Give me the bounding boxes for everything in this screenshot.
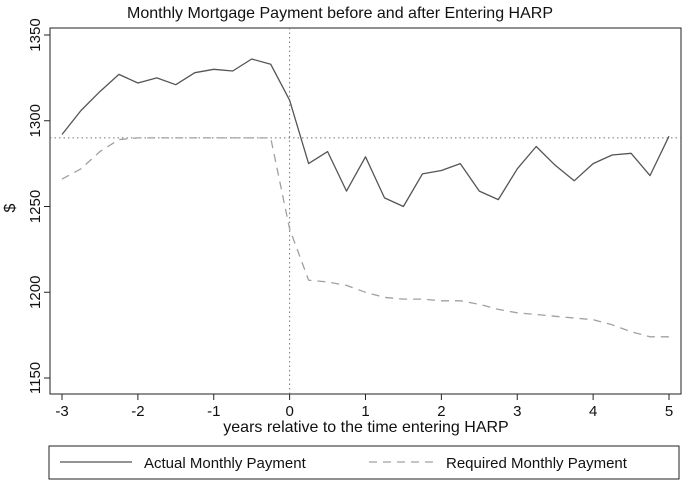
y-axis: 1150 1200 1250 1300 1350: [27, 18, 50, 394]
legend-label-actual: Actual Monthly Payment: [144, 455, 307, 472]
plot-area: [49, 27, 682, 395]
x-tick-label: 2: [437, 403, 445, 420]
x-tick-label: -3: [55, 403, 68, 420]
x-tick-label: -1: [207, 403, 220, 420]
y-tick-label: 1150: [27, 362, 44, 394]
y-axis-label: $: [2, 203, 19, 212]
x-tick-label: 4: [589, 403, 597, 420]
y-tick-label: 1200: [27, 276, 44, 309]
legend: Actual Monthly Payment Required Monthly …: [48, 445, 680, 480]
x-axis-label: years relative to the time entering HARP: [223, 419, 508, 436]
legend-label-required: Required Monthly Payment: [446, 455, 628, 472]
y-tick-label: 1350: [27, 18, 44, 51]
x-tick-label: 0: [285, 403, 293, 420]
x-tick-label: 3: [513, 403, 521, 420]
x-axis: -3 -2 -1 0 1 2 3 4 5: [55, 394, 673, 420]
x-tick-label: 5: [665, 403, 673, 420]
series-layer: [61, 58, 670, 338]
plot-frame: [49, 27, 682, 395]
x-tick-label: 1: [361, 403, 369, 420]
chart-title: Monthly Mortgage Payment before and afte…: [127, 5, 553, 22]
x-tick-label: -2: [131, 403, 144, 420]
series-line-required: [61, 137, 669, 338]
y-tick-label: 1300: [27, 104, 44, 137]
y-tick-label: 1250: [27, 190, 44, 223]
legend-box: [48, 445, 680, 480]
reference-lines: [50, 28, 681, 394]
series-line-actual: [61, 58, 670, 208]
